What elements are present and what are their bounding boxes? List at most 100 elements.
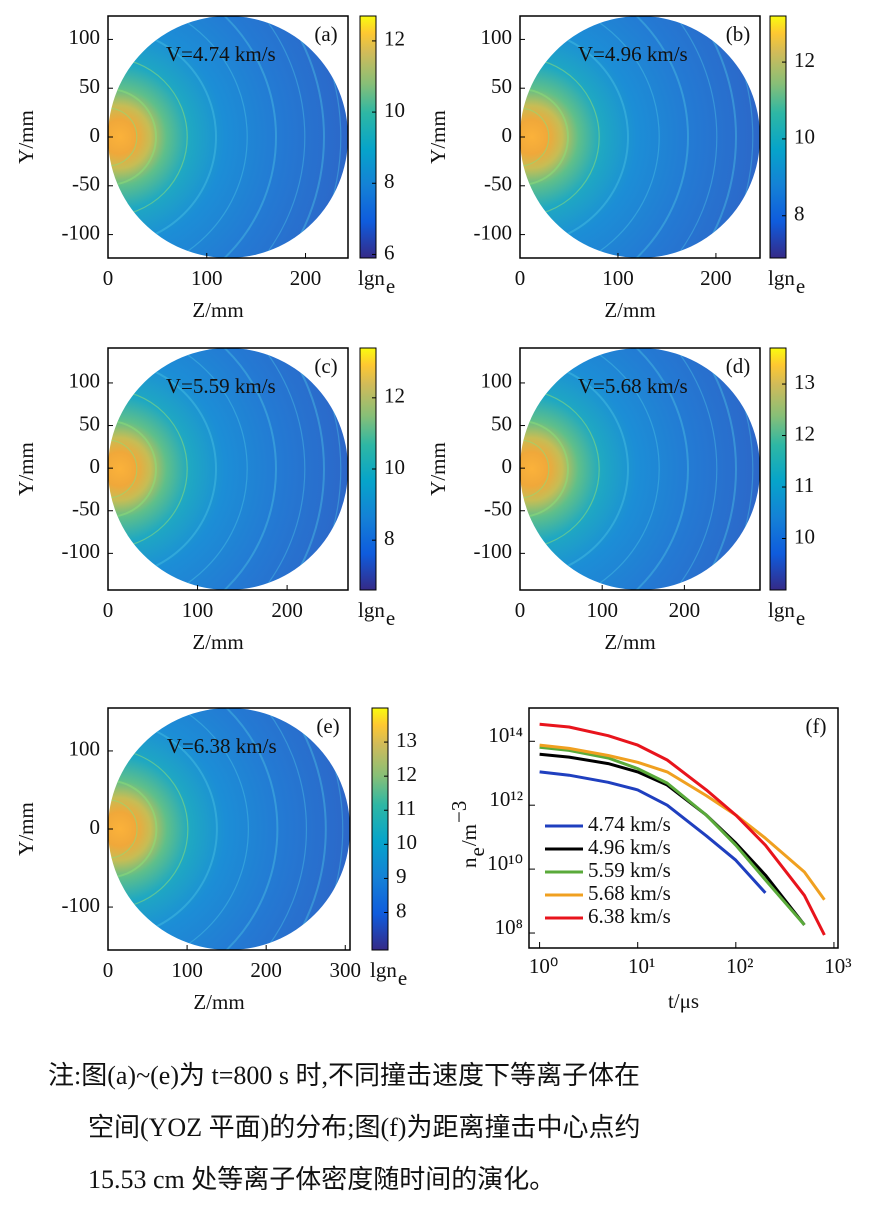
colorbar-tick-label: 10 bbox=[794, 125, 815, 149]
density-rings bbox=[520, 348, 760, 590]
density-ring bbox=[108, 389, 188, 549]
x-tick-label: 200 bbox=[669, 598, 701, 622]
density-ring bbox=[520, 16, 737, 258]
density-ring bbox=[520, 16, 718, 258]
y-axis-label-part: /m bbox=[457, 824, 481, 846]
colorbar-tick-label: 12 bbox=[384, 27, 405, 51]
x-axis-label: t/μs bbox=[668, 989, 699, 1013]
colorbar-label: lgn bbox=[370, 958, 397, 982]
colorbar-label-sub: e bbox=[386, 274, 395, 298]
density-ring bbox=[108, 28, 217, 246]
legend-label: 4.74 km/s bbox=[588, 812, 671, 836]
x-tick-label: 100 bbox=[586, 598, 618, 622]
colorbar bbox=[371, 707, 389, 951]
colorbar-tick-label: 10 bbox=[384, 455, 405, 479]
colorbar-tick-label: 8 bbox=[794, 202, 805, 226]
panel-label: (d) bbox=[726, 354, 751, 378]
x-tick-label: 0 bbox=[103, 598, 114, 622]
series-line bbox=[539, 770, 767, 894]
frame bbox=[519, 347, 761, 591]
legend-label: 5.59 km/s bbox=[588, 858, 671, 882]
y-axis-label-part: −3 bbox=[447, 801, 471, 823]
density-ring bbox=[520, 57, 600, 217]
density-ring bbox=[520, 348, 754, 590]
x-axis-label: Z/mm bbox=[192, 298, 243, 322]
colorbar-tick-label: 6 bbox=[384, 240, 395, 264]
annotation: V=5.68 km/s bbox=[578, 374, 688, 398]
colorbar-tick-label: 12 bbox=[396, 762, 417, 786]
x-axis-label: Z/mm bbox=[193, 990, 244, 1014]
y-tick-label: -100 bbox=[62, 220, 101, 244]
colorbar-label-sub: e bbox=[386, 606, 395, 630]
colorbar-label-sub: e bbox=[796, 274, 805, 298]
density-ring bbox=[108, 799, 138, 859]
y-tick-label: 100 bbox=[69, 737, 101, 761]
colorbar bbox=[359, 15, 377, 259]
legend-label: 4.96 km/s bbox=[588, 835, 671, 859]
y-axis-label: Y/mm bbox=[14, 442, 38, 496]
density-ring bbox=[108, 708, 344, 950]
y-tick-label: 10¹⁴ bbox=[488, 723, 523, 747]
colorbar bbox=[769, 15, 787, 259]
colorbar-tick-label: 12 bbox=[384, 384, 405, 408]
x-tick-label: 10³ bbox=[824, 954, 851, 978]
density-ring bbox=[108, 360, 217, 578]
density-ring bbox=[520, 28, 629, 246]
series-line bbox=[539, 722, 826, 936]
colorbar-tick-label: 12 bbox=[794, 421, 815, 445]
panel-label: (a) bbox=[314, 22, 337, 46]
density-field bbox=[108, 708, 350, 950]
y-tick-label: 100 bbox=[69, 369, 101, 393]
colorbar-tick-label: 12 bbox=[794, 48, 815, 72]
density-ring bbox=[108, 16, 306, 258]
x-tick-label: 100 bbox=[191, 266, 223, 290]
density-ring bbox=[108, 57, 188, 217]
colorbar-label: lgn bbox=[358, 598, 385, 622]
y-axis-label-part: e bbox=[465, 847, 489, 856]
note-line: 空间(YOZ 平面)的分布;图(f)为距离撞击中心点约 bbox=[88, 1113, 640, 1142]
colorbar-label-sub: e bbox=[796, 606, 805, 630]
y-axis-label: Y/mm bbox=[14, 110, 38, 164]
series-line bbox=[539, 752, 806, 926]
note-line: 15.53 cm 处等离子体密度随时间的演化。 bbox=[88, 1165, 555, 1194]
x-axis-label: Z/mm bbox=[192, 630, 243, 654]
panel-label: (f) bbox=[806, 714, 827, 738]
note-line: 注:图(a)~(e)为 t=800 s 时,不同撞击速度下等离子体在 bbox=[48, 1061, 640, 1090]
x-tick-label: 200 bbox=[700, 266, 732, 290]
density-ring bbox=[520, 420, 569, 518]
y-axis-label: Y/mm bbox=[426, 110, 450, 164]
y-tick-label: -50 bbox=[72, 497, 100, 521]
annotation: V=4.74 km/s bbox=[166, 42, 276, 66]
density-ring bbox=[108, 748, 189, 910]
annotation: V=4.96 km/s bbox=[578, 42, 688, 66]
density-rings bbox=[108, 348, 348, 590]
annotation: V=5.59 km/s bbox=[166, 374, 276, 398]
density-field bbox=[108, 348, 348, 590]
y-axis-label: ne/m−3 bbox=[447, 801, 489, 868]
colorbar-tick-label: 11 bbox=[794, 473, 814, 497]
y-tick-label: 0 bbox=[502, 123, 513, 147]
y-tick-label: 0 bbox=[90, 454, 101, 478]
y-tick-label: 10¹⁰ bbox=[487, 851, 523, 875]
x-tick-label: 200 bbox=[250, 958, 282, 982]
x-tick-label: 200 bbox=[271, 598, 303, 622]
density-ring bbox=[108, 779, 158, 879]
panel-label: (b) bbox=[726, 22, 751, 46]
x-tick-label: 200 bbox=[290, 266, 322, 290]
y-tick-label: -100 bbox=[62, 539, 101, 563]
y-tick-label: 50 bbox=[79, 74, 100, 98]
density-ring bbox=[108, 88, 157, 186]
density-ring bbox=[520, 348, 689, 590]
density-ring bbox=[108, 16, 325, 258]
y-tick-label: -50 bbox=[484, 172, 512, 196]
density-ring bbox=[520, 16, 660, 258]
density-ring bbox=[108, 348, 342, 590]
legend-label: 5.68 km/s bbox=[588, 881, 671, 905]
y-axis-label: Y/mm bbox=[426, 442, 450, 496]
colorbar-tick-label: 13 bbox=[396, 728, 417, 752]
colorbar-tick-label: 8 bbox=[384, 169, 395, 193]
frame bbox=[107, 347, 349, 591]
x-tick-label: 300 bbox=[330, 958, 362, 982]
